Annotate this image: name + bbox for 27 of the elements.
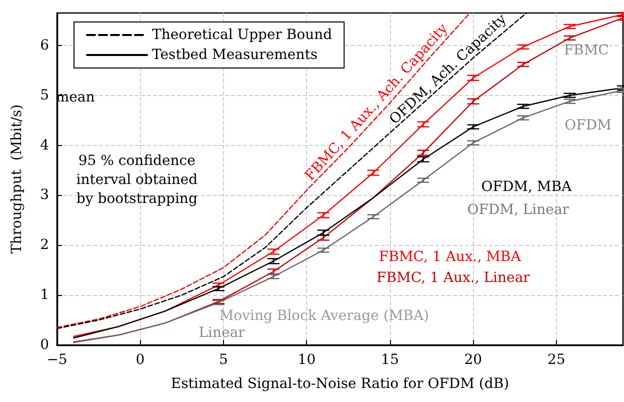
y-tick-label: 6 <box>40 37 50 54</box>
x-tick-label: 25 <box>548 352 566 368</box>
annotation: OFDM, MBA <box>481 179 573 196</box>
annotation: OFDM <box>564 117 612 134</box>
y-tick-label: 3 <box>40 187 49 204</box>
annotation: FBMC <box>564 42 609 58</box>
y-tick-label: 1 <box>40 287 49 304</box>
annotation: FBMC, 1 Aux., MBA <box>378 249 522 266</box>
x-tick-label: 10 <box>298 352 316 368</box>
y-tick-label: 5 <box>40 87 49 104</box>
x-axis-title: Estimated Signal-to-Noise Ratio for OFDM (dB) <box>170 376 510 392</box>
x-tick-label: 0 <box>136 352 145 368</box>
y-axis-title: Throughput (Mbit/s) <box>9 104 25 254</box>
annotation: Moving Block Average (MBA) <box>219 308 430 324</box>
legend-label: Theoretical Upper Bound <box>152 27 332 43</box>
legend-label: Testbed Measurements <box>152 47 318 63</box>
x-tick-label: 15 <box>381 352 399 368</box>
annotation: Linear <box>198 325 246 342</box>
x-tick-label: −5 <box>46 352 68 368</box>
annotation: FBMC, 1 Aux., Linear <box>376 270 530 286</box>
y-tick-label: 4 <box>40 137 50 154</box>
y-tick-label: 2 <box>40 237 49 254</box>
y-tick-label: 0 <box>40 337 49 353</box>
x-tick-label: 20 <box>464 352 482 368</box>
annotation: 95 % confidence interval obtained by bootstrapping <box>76 153 198 208</box>
x-tick-label: 5 <box>219 352 228 368</box>
annotation: OFDM, Linear <box>467 202 570 218</box>
